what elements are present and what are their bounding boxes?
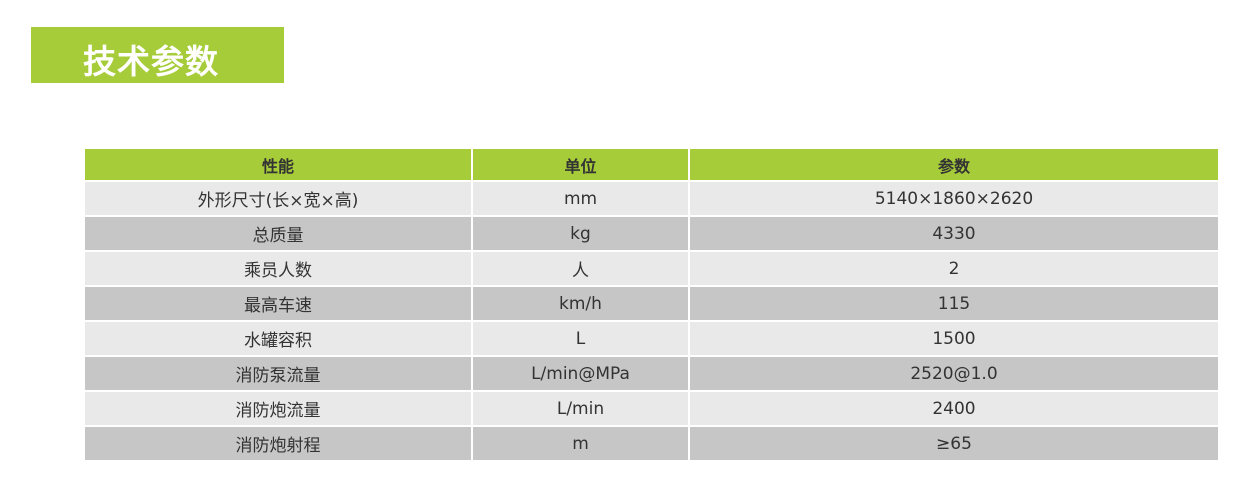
unit-cell: L/min — [473, 392, 688, 425]
performance-cell: 最高车速 — [85, 287, 471, 320]
performance-cell: 水罐容积 — [85, 322, 471, 355]
value-cell: ≥65 — [690, 427, 1218, 460]
performance-cell: 总质量 — [85, 217, 471, 250]
table-row: 水罐容积 L 1500 — [85, 322, 1218, 355]
table-row: 消防泵流量 L/min@MPa 2520@1.0 — [85, 357, 1218, 390]
header-performance: 性能 — [85, 149, 471, 180]
performance-cell: 消防泵流量 — [85, 357, 471, 390]
value-cell: 5140×1860×2620 — [690, 182, 1218, 215]
value-cell: 4330 — [690, 217, 1218, 250]
value-cell: 2520@1.0 — [690, 357, 1218, 390]
table-row: 外形尺寸(长×宽×高) mm 5140×1860×2620 — [85, 182, 1218, 215]
unit-cell: kg — [473, 217, 688, 250]
unit-cell: mm — [473, 182, 688, 215]
value-cell: 2400 — [690, 392, 1218, 425]
unit-cell: L/min@MPa — [473, 357, 688, 390]
value-cell: 1500 — [690, 322, 1218, 355]
unit-cell: km/h — [473, 287, 688, 320]
unit-cell: L — [473, 322, 688, 355]
value-cell: 115 — [690, 287, 1218, 320]
table-row: 总质量 kg 4330 — [85, 217, 1218, 250]
header-unit: 单位 — [473, 149, 688, 180]
table-row: 消防炮流量 L/min 2400 — [85, 392, 1218, 425]
performance-cell: 外形尺寸(长×宽×高) — [85, 182, 471, 215]
table-row: 乘员人数人 2 — [85, 252, 1218, 285]
table-row: 最高车速 km/h 115 — [85, 287, 1218, 320]
unit-cell: 人 — [473, 252, 688, 285]
performance-cell: 消防炮射程 — [85, 427, 471, 460]
value-cell: 2 — [690, 252, 1218, 285]
performance-cell: 消防炮流量 — [85, 392, 471, 425]
unit-cell: m — [473, 427, 688, 460]
performance-cell: 乘员人数 — [85, 252, 471, 285]
section-title-banner: 技术参数 — [31, 27, 284, 83]
section-title: 技术参数 — [83, 42, 219, 81]
table-row: 消防炮射程 m ≥65 — [85, 427, 1218, 460]
header-value: 参数 — [690, 149, 1218, 180]
table-header-row: 性能 单位 参数 — [85, 149, 1218, 180]
spec-table: 性能 单位 参数 外形尺寸(长×宽×高) mm 5140×1860×2620 总质量 k… — [83, 147, 1220, 462]
